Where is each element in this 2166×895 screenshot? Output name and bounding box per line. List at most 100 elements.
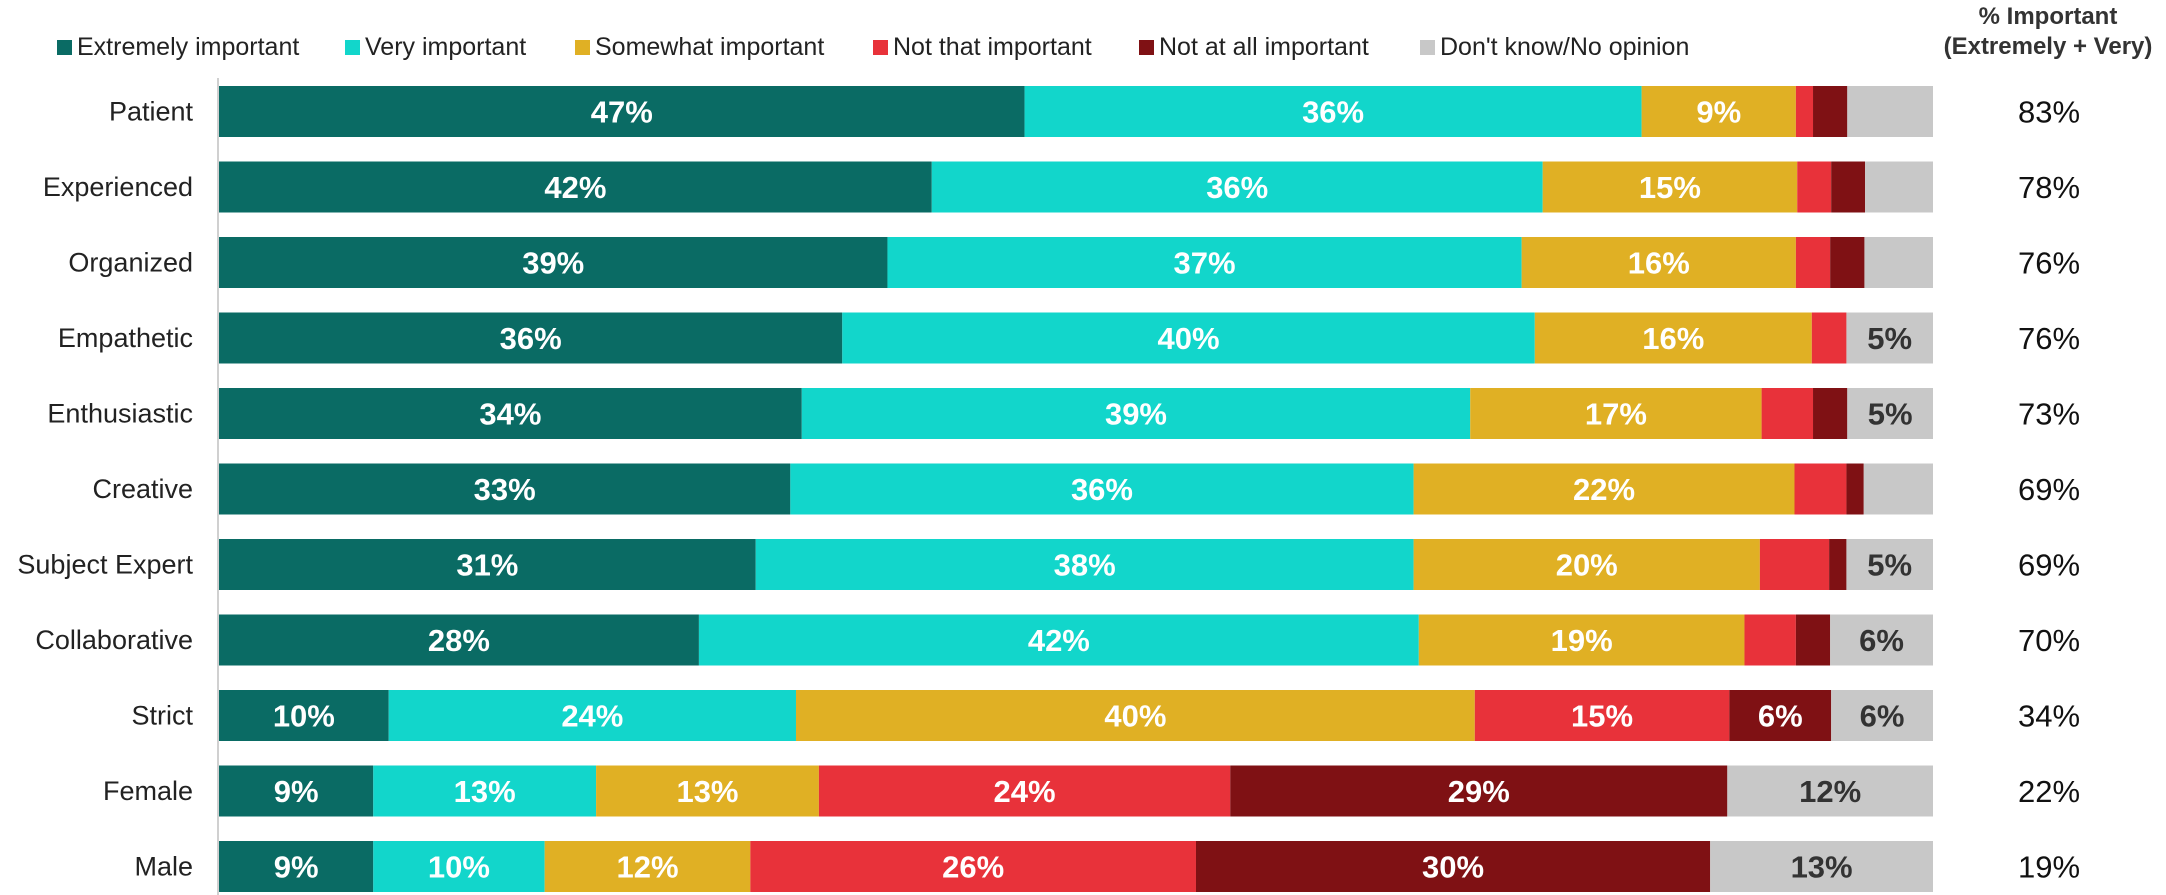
side-column-header: % Important (Extremely + Very): [1944, 3, 2153, 60]
bar-segment-5: [1864, 237, 1933, 288]
bar-segment-2: [1521, 237, 1796, 288]
bar-row: Male 9% 10% 12% 26% 30% 13% 19%: [134, 841, 2080, 892]
bar-segment-0: [219, 539, 756, 590]
category-label: Enthusiastic: [47, 399, 193, 429]
legend-swatch-0: [57, 40, 72, 55]
side-column-header-line-1: (Extremely + Very): [1944, 33, 2153, 60]
bar-segment-3: [1795, 237, 1831, 288]
bar-segment-2: [1413, 539, 1760, 590]
bar-segment-1: [931, 161, 1543, 213]
category-label: Creative: [92, 474, 193, 504]
bar-segment-3: [1811, 312, 1847, 364]
bar-segment-1: [698, 614, 1419, 666]
bar-segment-4: [1831, 161, 1866, 213]
bar-segment-3: [1761, 388, 1814, 439]
bar-segment-5: [1863, 463, 1933, 515]
category-label: Empathetic: [58, 323, 193, 353]
bar-segment-5: [1727, 765, 1933, 817]
category-label: Male: [134, 852, 193, 882]
data-label: 5%: [1867, 548, 1912, 583]
bar-segment-3: [1795, 86, 1814, 137]
data-label: 39%: [522, 246, 584, 281]
bar-segment-4: [1813, 388, 1848, 439]
category-label: Strict: [131, 701, 193, 731]
data-label: 9%: [1696, 95, 1741, 130]
legend-label-3: Not that important: [893, 33, 1092, 61]
data-label: 9%: [274, 850, 319, 885]
data-label: 13%: [1791, 850, 1853, 885]
data-label: 13%: [676, 774, 738, 809]
bar-segment-1: [1024, 86, 1642, 137]
bar-segment-3: [1474, 690, 1730, 741]
category-label: Collaborative: [35, 625, 193, 655]
important-total-value: 22%: [2018, 774, 2080, 809]
bar-segment-2: [1542, 161, 1798, 213]
data-label: 34%: [479, 397, 541, 432]
data-label: 10%: [273, 699, 335, 734]
data-label: 47%: [591, 95, 653, 130]
bar-segment-2: [1470, 388, 1762, 439]
important-total-value: 69%: [2018, 472, 2080, 507]
bar-segment-3: [1759, 539, 1830, 590]
important-total-value: 69%: [2018, 548, 2080, 583]
data-label: 20%: [1556, 548, 1618, 583]
data-label: 37%: [1174, 246, 1236, 281]
bar-row: Organized 39% 37% 16% 76%: [68, 237, 2080, 288]
bar-segment-4: [1230, 765, 1728, 817]
data-label: 38%: [1054, 548, 1116, 583]
category-label: Female: [103, 776, 193, 806]
legend-swatch-5: [1420, 40, 1435, 55]
bar-row: Creative 33% 36% 22% 69%: [92, 463, 2080, 515]
bar-segment-3: [818, 765, 1231, 817]
data-label: 5%: [1868, 397, 1913, 432]
bar-segment-1: [373, 841, 545, 892]
bar-row: Experienced 42% 36% 15% 78%: [43, 161, 2080, 213]
bar-segment-4: [1795, 614, 1831, 666]
data-label: 15%: [1639, 170, 1701, 205]
important-total-value: 76%: [2018, 321, 2080, 356]
bar-segment-5: [1847, 86, 1933, 137]
data-label: 12%: [616, 850, 678, 885]
bar-segment-2: [1418, 614, 1745, 666]
legend-label-5: Don't know/No opinion: [1440, 33, 1689, 61]
bar-segment-2: [1413, 463, 1795, 515]
important-total-value: 78%: [2018, 170, 2080, 205]
important-total-value: 76%: [2018, 246, 2080, 281]
bar-segment-1: [887, 237, 1522, 288]
bar-segment-3: [1794, 463, 1847, 515]
category-label: Subject Expert: [17, 550, 193, 580]
bar-segment-0: [219, 765, 374, 817]
data-label: 42%: [1028, 623, 1090, 658]
bar-segment-1: [790, 463, 1414, 515]
important-total-value: 19%: [2018, 850, 2080, 885]
data-label: 28%: [428, 623, 490, 658]
bar-segment-4: [1195, 841, 1711, 892]
data-label: 36%: [1071, 472, 1133, 507]
data-label: 40%: [1158, 321, 1220, 356]
bar-rows: Patient 47% 36% 9% 83% Experienced 42% 36% 15% 78…: [17, 86, 2080, 892]
legend: Extremely important Very important Somewha…: [57, 33, 1689, 61]
bar-segment-0: [219, 86, 1025, 137]
bar-segment-1: [755, 539, 1414, 590]
data-label: 29%: [1448, 774, 1510, 809]
bar-segment-1: [388, 690, 796, 741]
bar-row: Collaborative 28% 42% 19% 6% 70%: [35, 614, 2080, 666]
important-total-value: 70%: [2018, 623, 2080, 658]
data-label: 42%: [544, 170, 606, 205]
data-label: 6%: [1860, 699, 1905, 734]
legend-swatch-2: [575, 40, 590, 55]
data-label: 40%: [1104, 699, 1166, 734]
bar-segment-0: [219, 614, 699, 666]
legend-label-1: Very important: [365, 33, 526, 61]
bar-row: Subject Expert 31% 38% 20% 5% 69%: [17, 539, 2080, 590]
bar-segment-5: [1830, 614, 1933, 666]
bar-segment-5: [1865, 161, 1933, 213]
bar-segment-4: [1829, 539, 1847, 590]
bar-segment-1: [801, 388, 1471, 439]
data-label: 31%: [456, 548, 518, 583]
data-label: 6%: [1859, 623, 1904, 658]
category-label: Organized: [68, 248, 193, 278]
bar-segment-5: [1846, 312, 1933, 364]
bar-segment-1: [842, 312, 1535, 364]
